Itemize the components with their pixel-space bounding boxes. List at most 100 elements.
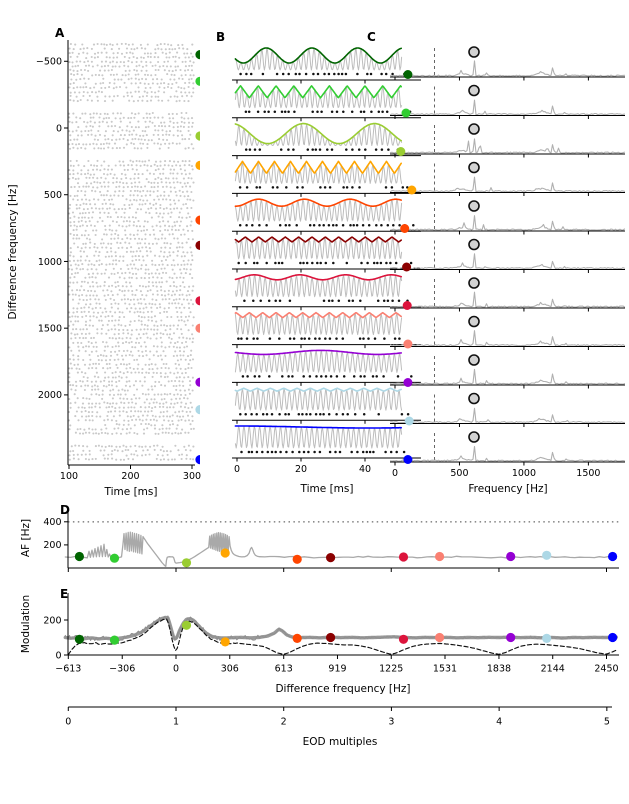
raster-dot	[147, 82, 150, 86]
spike-dot	[298, 450, 301, 454]
raster-dot	[144, 130, 147, 133]
raster-dot	[110, 198, 113, 201]
spike-dot	[278, 412, 281, 416]
raster-dot	[121, 428, 124, 431]
raster-dot	[176, 310, 179, 314]
raster-dot	[77, 134, 80, 137]
spike-dot	[302, 261, 305, 265]
raster-dot	[134, 181, 137, 184]
raster-dot	[187, 68, 190, 72]
raster-dot	[73, 138, 76, 141]
raster-dot	[167, 212, 170, 215]
raster-dot	[81, 216, 84, 219]
raster-dot	[72, 323, 75, 326]
raster-dot	[151, 111, 154, 115]
spike-dot	[303, 337, 306, 340]
raster-dot	[165, 65, 169, 68]
raster-dot	[109, 354, 113, 357]
raster-dot	[111, 134, 114, 137]
raster-dot	[187, 444, 190, 447]
raster-dot	[109, 247, 112, 250]
raster-dot	[169, 242, 172, 245]
raster-dot	[188, 81, 191, 84]
raster-dot	[92, 186, 95, 189]
raster-dot	[70, 337, 73, 340]
raster-dot	[103, 69, 106, 72]
raster-dot	[80, 332, 83, 335]
raster-dot	[75, 116, 78, 119]
raster-dot	[88, 199, 91, 202]
raster-dot	[86, 384, 90, 387]
raster-dot	[97, 298, 100, 301]
raster-dot	[169, 341, 172, 344]
raster-dot	[90, 224, 93, 227]
raster-dot	[147, 410, 150, 413]
spike-dot	[284, 412, 287, 416]
eod-axis-tick-label: 0	[65, 717, 71, 728]
raster-dot	[170, 379, 173, 383]
raster-dot	[170, 73, 173, 76]
spike-dot	[366, 72, 369, 76]
raster-dot	[72, 82, 75, 85]
raster-dot	[159, 332, 162, 335]
spike-dot	[294, 72, 298, 76]
raster-dot	[140, 422, 143, 426]
raster-dot	[125, 363, 128, 366]
eod-axis-tick-label: 4	[496, 717, 502, 728]
raster-dot	[178, 306, 181, 309]
raster-dot	[77, 444, 81, 447]
raster-dot	[182, 259, 185, 262]
raster-dot	[108, 86, 111, 89]
raster-dot	[86, 255, 89, 258]
raster-dot	[169, 450, 172, 453]
peak-circle-marker	[468, 277, 480, 289]
raster-dot	[102, 384, 105, 387]
peak-circle-marker	[468, 84, 480, 97]
raster-dot	[144, 406, 147, 409]
raster-dot	[151, 78, 155, 81]
raster-dot	[136, 242, 139, 245]
raster-dot	[111, 457, 114, 460]
raster-dot	[187, 237, 190, 241]
raster-dot	[118, 406, 121, 409]
raster-dot	[181, 138, 184, 141]
raster-dot	[128, 303, 131, 306]
am-freq-dot	[402, 262, 412, 272]
raster-dot	[162, 64, 165, 68]
raster-dot	[149, 418, 152, 421]
raster-dot	[148, 363, 151, 366]
am-freq-dot	[403, 339, 413, 349]
raster-dot	[90, 342, 93, 345]
raster-dot	[160, 178, 163, 181]
raster-dot	[141, 95, 145, 98]
raster-dot	[177, 44, 180, 47]
raster-dot	[149, 445, 152, 448]
raster-dot	[101, 311, 104, 314]
spike-dot	[292, 148, 295, 151]
raster-dot	[143, 277, 146, 280]
raster-dot	[86, 60, 90, 63]
raster-dot	[185, 216, 188, 219]
raster-dot	[177, 241, 180, 244]
raster-dot	[168, 181, 171, 184]
raster-dot	[108, 95, 111, 98]
raster-dot	[92, 198, 96, 201]
eod-axis-tick-label: 2	[281, 717, 287, 728]
raster-dot	[98, 406, 101, 409]
raster-dot	[114, 407, 117, 410]
raster-dot	[178, 376, 181, 379]
raster-dot	[148, 247, 151, 250]
raster-dot	[92, 311, 95, 314]
spike-dot	[237, 337, 240, 340]
raster-dot	[76, 198, 79, 202]
spike-dot	[255, 412, 258, 416]
raster-dot	[99, 211, 102, 214]
raster-dot	[176, 220, 179, 223]
raster-dot	[165, 56, 168, 59]
raster-dot	[69, 221, 72, 224]
raster-dot	[106, 215, 109, 218]
raster-dot	[177, 319, 180, 322]
raster-dot	[128, 216, 131, 219]
spike-dot	[311, 261, 314, 265]
